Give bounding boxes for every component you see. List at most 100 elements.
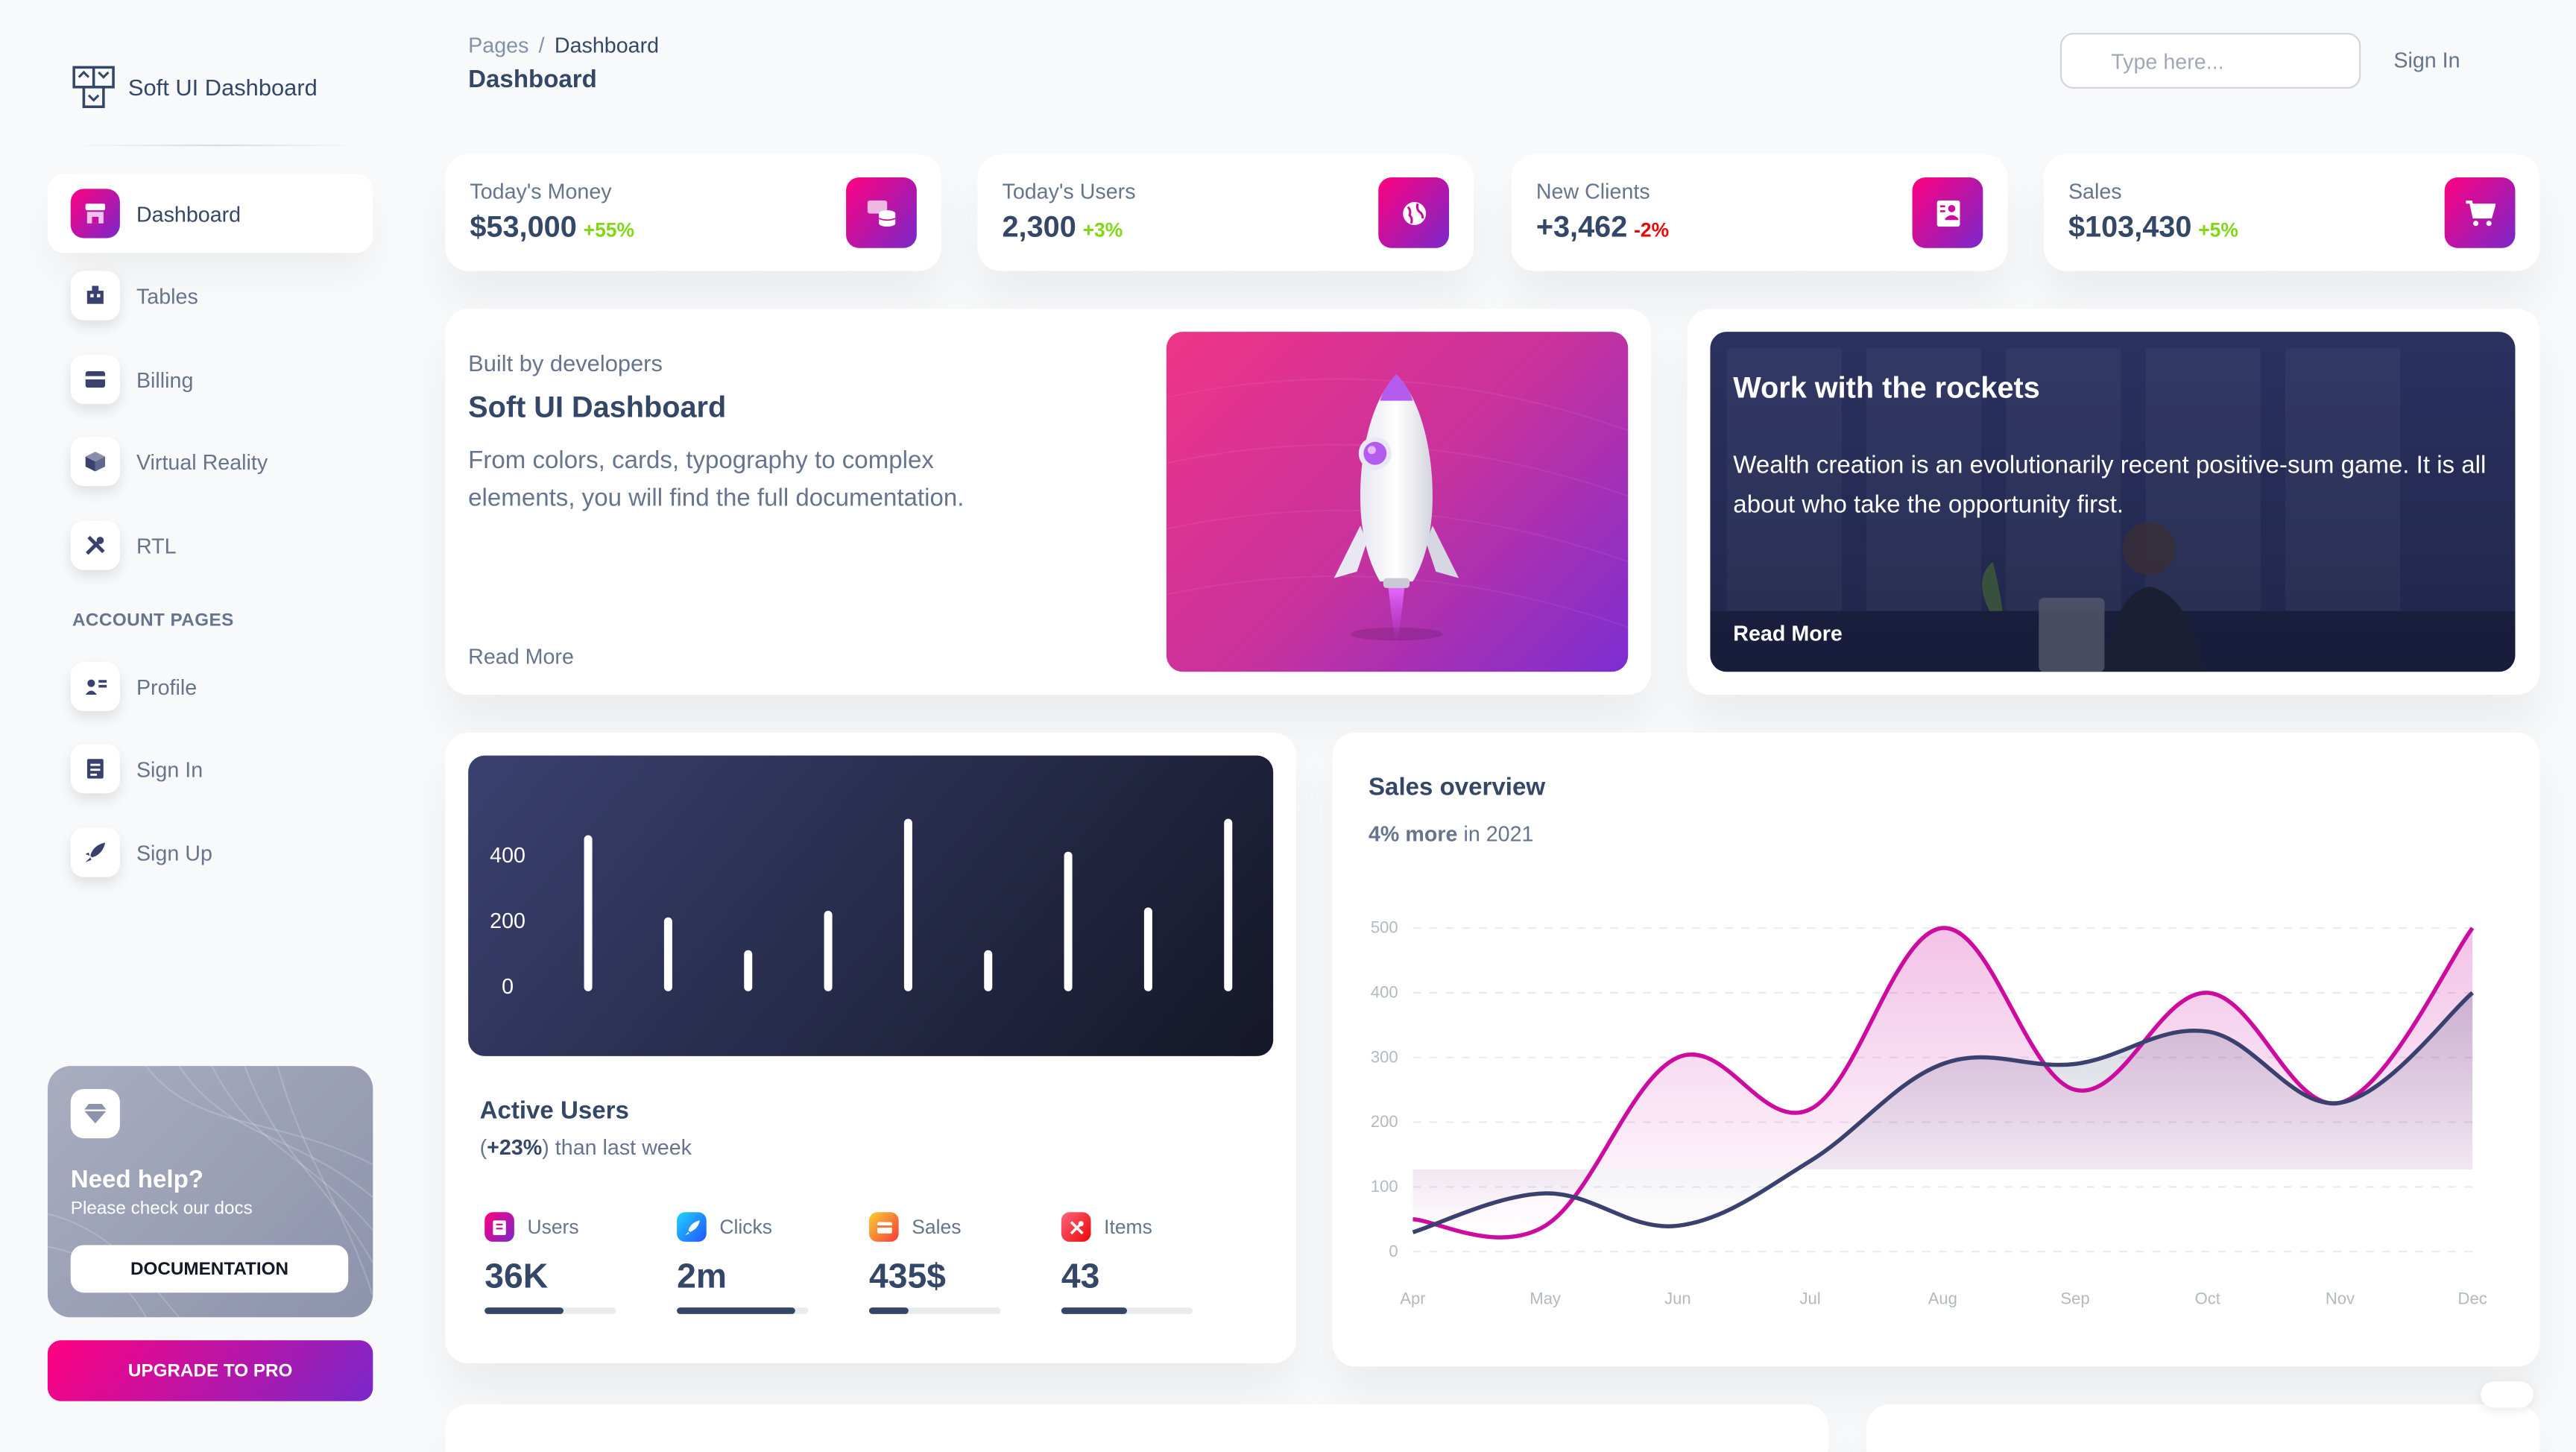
bar-chart: 400 200 0	[490, 818, 1233, 999]
active-users-change: +23%	[487, 1134, 543, 1160]
metric-sales: Sales 435$	[868, 1212, 1001, 1314]
settings-tools-icon	[1061, 1212, 1091, 1242]
metric-value: 435$	[868, 1257, 946, 1296]
world-icon	[1378, 177, 1450, 248]
x-tick-label: Aug	[1928, 1290, 1957, 1308]
sidebar-item-label: Tables	[136, 283, 198, 309]
metric-progress	[677, 1307, 809, 1314]
brand[interactable]: Soft UI Dashboard	[72, 66, 318, 108]
active-users-card: 400 200 0 Active Users (+23%) than last we…	[445, 732, 1297, 1364]
stat-value: +3,462 -2%	[1536, 210, 1669, 244]
brand-name: Soft UI Dashboard	[127, 74, 318, 101]
money-coins-icon	[846, 177, 917, 248]
documentation-button[interactable]: DOCUMENTATION	[70, 1245, 349, 1293]
sidebar-item-sign-up[interactable]: Sign Up	[48, 813, 373, 892]
stat-card-users: Today's Users 2,300 +3%	[977, 154, 1474, 271]
rocket-illustration	[1166, 332, 1629, 672]
card-description: Wealth creation is an evolutionarily rec…	[1733, 451, 2487, 520]
x-tick-label: Jul	[1800, 1290, 1821, 1308]
sidebar-item-profile[interactable]: Profile	[48, 647, 373, 726]
sidebar-item-label: Billing	[136, 367, 194, 392]
sidebar-item-billing[interactable]: Billing	[48, 340, 373, 419]
y-tick-label: 200	[1371, 1112, 1398, 1131]
x-tick-label: Sep	[2060, 1290, 2089, 1308]
sidebar-divider	[72, 144, 362, 147]
breadcrumb-current: Dashboard	[554, 33, 660, 58]
breadcrumb: Pages / Dashboard	[468, 33, 659, 57]
metric-progress	[484, 1307, 616, 1314]
metric-label: Users	[527, 1215, 579, 1239]
stat-label: Today's Money	[470, 179, 612, 204]
stat-change: +3%	[1082, 218, 1123, 242]
metric-progress-fill	[1061, 1307, 1128, 1314]
card-title: Work with the rockets	[1733, 371, 2040, 405]
upgrade-to-pro-button[interactable]: UPGRADE TO PRO	[47, 1340, 373, 1401]
metric-progress-fill	[868, 1307, 909, 1314]
x-tick-label: Oct	[2195, 1290, 2220, 1308]
library-icon	[484, 1212, 514, 1242]
y-tick-label: 0	[1389, 1242, 1398, 1260]
y-tick-label: 500	[1371, 918, 1398, 937]
stat-change: +55%	[583, 218, 635, 242]
stat-card-sales: Sales $103,430 +5%	[2043, 154, 2540, 271]
sidebar-item-label: Dashboard	[136, 201, 242, 226]
metric-value: 2m	[677, 1257, 727, 1296]
x-tick-label: Apr	[1400, 1290, 1425, 1308]
search-input[interactable]	[2059, 33, 2361, 89]
sidebar-item-dashboard[interactable]: Dashboard	[47, 174, 373, 253]
y-tick-label: 400	[490, 844, 525, 868]
sidebar-item-sign-in[interactable]: Sign In	[48, 729, 373, 808]
breadcrumb-root[interactable]: Pages	[468, 33, 529, 58]
metric-clicks: Clicks 2m	[677, 1212, 809, 1314]
stat-value: 2,300 +3%	[1002, 210, 1123, 244]
help-subtitle: Please check our docs	[70, 1199, 253, 1219]
metric-users: Users 36K	[484, 1212, 616, 1314]
metric-value: 43	[1061, 1257, 1100, 1296]
active-users-subtitle-rest: than last week	[555, 1134, 692, 1160]
sidebar-item-label: RTL	[136, 533, 177, 558]
sidebar-item-rtl[interactable]: RTL	[48, 506, 373, 585]
sales-overview-card: Sales overview 4% more in 2021 0 100 200 30…	[1332, 732, 2540, 1367]
y-tick-label: 0	[502, 975, 514, 999]
line-chart: 0 100 200 300 400 500 Apr May Jun Jul Aug Sep Oct Nov…	[1371, 918, 2487, 1308]
x-tick-label: May	[1530, 1290, 1561, 1308]
work-with-rockets-card: Work with the rockets Wealth creation is…	[1687, 309, 2540, 695]
breadcrumb-separator: /	[538, 33, 545, 58]
y-tick-label: 100	[1371, 1177, 1398, 1196]
read-more-link[interactable]: Read More	[468, 643, 574, 669]
work-background: Work with the rockets Wealth creation is…	[1710, 332, 2516, 672]
read-more-link[interactable]: Read More	[1733, 620, 1843, 646]
metric-label: Sales	[912, 1215, 962, 1239]
x-tick-label: Dec	[2458, 1290, 2487, 1308]
configurator-button[interactable]	[2481, 1381, 2534, 1408]
sales-overview-highlight: 4% more	[1368, 821, 1458, 846]
stat-label: Today's Users	[1002, 179, 1136, 204]
paper-diploma-icon	[1912, 177, 1983, 248]
logo-icon	[72, 66, 115, 108]
rocket-icon	[677, 1212, 707, 1242]
sales-overview-title: Sales overview	[1368, 773, 1546, 802]
active-users-chart: 400 200 0	[468, 755, 1274, 1056]
credit-card-icon	[868, 1212, 899, 1242]
cart-icon	[2444, 177, 2516, 248]
series-area	[1412, 992, 2473, 1233]
document-icon	[70, 744, 120, 794]
active-users-subtitle: (+23%) than last week	[479, 1134, 692, 1160]
stat-value-number: $53,000	[470, 210, 577, 244]
sign-in-link[interactable]: Sign In	[2393, 47, 2460, 72]
metric-label: Clicks	[719, 1215, 772, 1239]
stat-card-money: Today's Money $53,000 +55%	[445, 154, 941, 271]
stat-change: -2%	[1634, 218, 1670, 242]
card-description: From colors, cards, typography to comple…	[468, 446, 965, 513]
metric-progress	[1061, 1307, 1193, 1314]
series-line	[1412, 991, 2474, 1234]
shop-icon	[70, 189, 120, 239]
series-line	[1412, 926, 2475, 1240]
stat-value-number: +3,462	[1535, 210, 1628, 244]
stat-value: $53,000 +55%	[470, 210, 634, 244]
metric-progress-fill	[677, 1307, 795, 1314]
sidebar-item-tables[interactable]: Tables	[48, 256, 373, 335]
sidebar-item-virtual-reality[interactable]: Virtual Reality	[48, 422, 373, 501]
customer-support-icon	[70, 662, 120, 712]
sidebar-item-label: Virtual Reality	[136, 449, 268, 474]
